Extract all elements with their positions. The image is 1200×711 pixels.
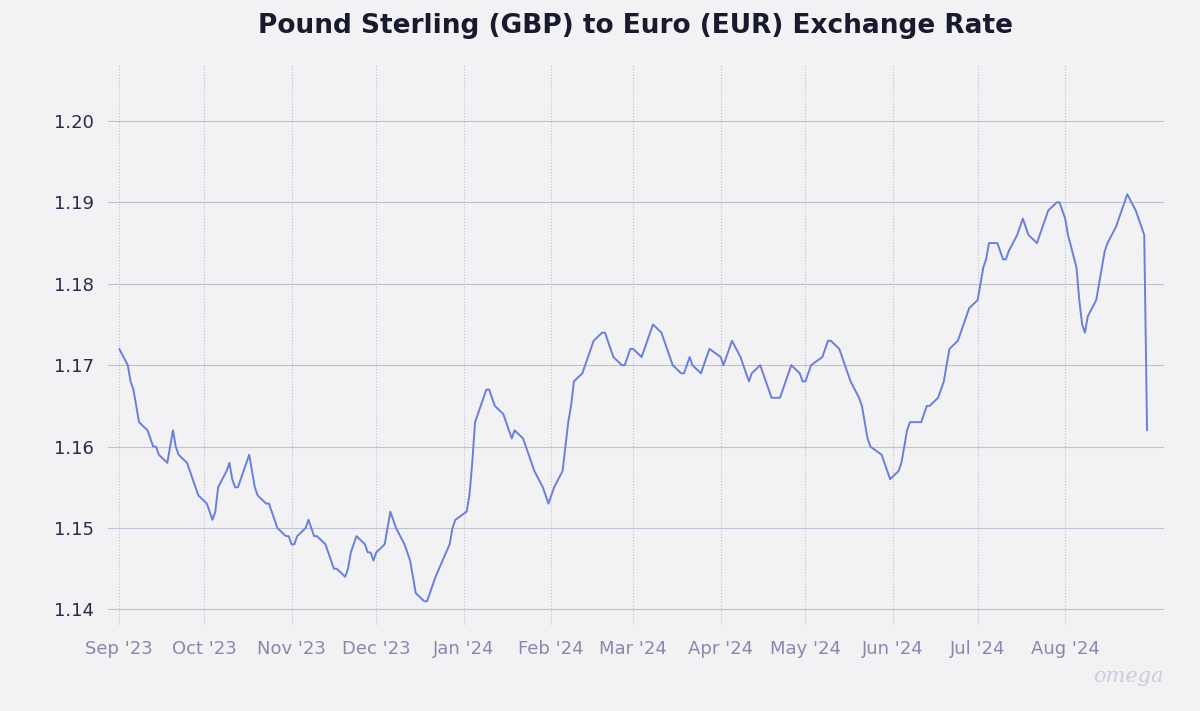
- Title: Pound Sterling (GBP) to Euro (EUR) Exchange Rate: Pound Sterling (GBP) to Euro (EUR) Excha…: [258, 14, 1014, 39]
- Text: omega: omega: [1093, 667, 1164, 686]
